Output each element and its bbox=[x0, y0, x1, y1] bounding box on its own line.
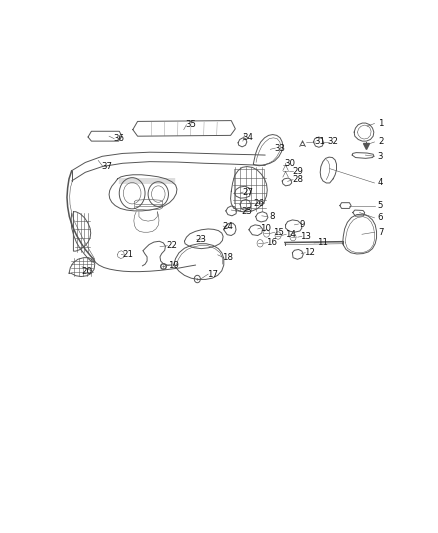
Text: 29: 29 bbox=[292, 167, 303, 176]
Text: 10: 10 bbox=[260, 224, 271, 232]
Text: 2: 2 bbox=[378, 138, 383, 147]
Text: 24: 24 bbox=[223, 222, 233, 231]
Text: 22: 22 bbox=[166, 241, 177, 251]
Text: 13: 13 bbox=[300, 232, 311, 241]
Text: 30: 30 bbox=[285, 159, 296, 168]
Text: 11: 11 bbox=[318, 238, 328, 247]
Text: 31: 31 bbox=[314, 138, 325, 147]
Text: 20: 20 bbox=[81, 266, 92, 276]
Text: 35: 35 bbox=[185, 120, 196, 129]
Text: 21: 21 bbox=[122, 251, 133, 259]
Text: 23: 23 bbox=[195, 235, 206, 244]
Text: 34: 34 bbox=[243, 133, 254, 142]
Text: 6: 6 bbox=[378, 213, 383, 222]
Text: 16: 16 bbox=[266, 238, 278, 247]
Text: 18: 18 bbox=[223, 253, 233, 262]
Text: 36: 36 bbox=[113, 134, 124, 143]
Text: 17: 17 bbox=[207, 270, 218, 279]
Text: 32: 32 bbox=[328, 138, 339, 147]
Text: 9: 9 bbox=[300, 220, 305, 229]
Text: 28: 28 bbox=[292, 175, 303, 184]
Text: 7: 7 bbox=[378, 228, 383, 237]
Text: 27: 27 bbox=[242, 188, 253, 197]
Text: 33: 33 bbox=[274, 143, 285, 152]
Text: 4: 4 bbox=[378, 179, 383, 188]
Text: 8: 8 bbox=[269, 212, 275, 221]
Text: 3: 3 bbox=[378, 152, 383, 161]
Text: 37: 37 bbox=[102, 162, 113, 171]
Text: 19: 19 bbox=[168, 261, 179, 270]
Text: 25: 25 bbox=[241, 207, 252, 216]
Text: 14: 14 bbox=[285, 230, 296, 239]
Text: 26: 26 bbox=[253, 199, 264, 208]
Text: 5: 5 bbox=[378, 201, 383, 210]
Text: 15: 15 bbox=[273, 228, 284, 237]
Text: 1: 1 bbox=[378, 119, 383, 128]
Text: 12: 12 bbox=[304, 248, 315, 257]
